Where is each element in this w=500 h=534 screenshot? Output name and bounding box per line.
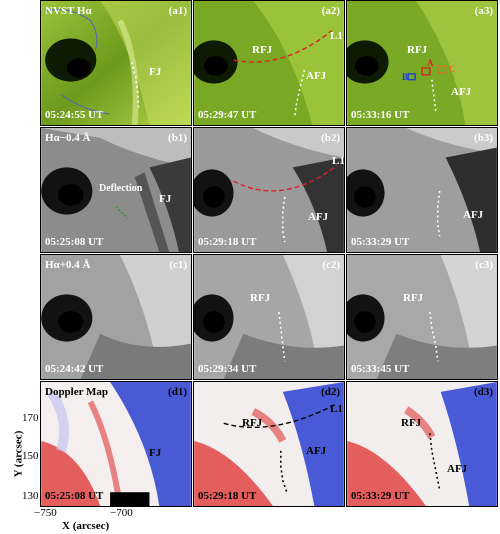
y-tick-130: 130 [22, 490, 39, 502]
panel-c1: Hα+0.4 Å (c1) 05:24:42 UT [40, 254, 192, 380]
label-l1: L1 [330, 403, 343, 415]
panel-time: 05:24:55 UT [45, 109, 104, 121]
x-tick-750: −750 [34, 507, 57, 519]
panel-a1: NVST Hα (a1) 05:24:55 UT FJ [40, 0, 192, 126]
label-a: A [427, 58, 434, 68]
panel-time: 05:33:29 UT [351, 236, 410, 248]
panel-b2: (b2) 05:29:18 UT L1 AFJ [193, 127, 345, 253]
label-rfj: RFJ [252, 44, 273, 56]
panel-a2-image [194, 1, 344, 125]
label-fj: FJ [149, 447, 162, 459]
panel-tag: (b3) [474, 132, 493, 144]
panel-tag: (b1) [168, 132, 187, 144]
panel-time: 05:25:08 UT [45, 490, 104, 502]
label-afj: AFJ [308, 211, 329, 223]
panel-d1: Doppler Map (d1) 05:25:08 UT FJ [40, 381, 192, 507]
panel-b1-image [41, 128, 191, 252]
panel-header: Hα+0.4 Å [45, 259, 91, 271]
panel-d1-image [41, 382, 191, 506]
label-rfj: RFJ [407, 44, 428, 56]
panel-time: 05:33:16 UT [351, 109, 410, 121]
label-l1: L1 [332, 155, 345, 167]
panel-b1: Hα−0.4 Å (b1) 05:25:08 UT Deflection FJ [40, 127, 192, 253]
panel-time: 05:29:18 UT [198, 490, 257, 502]
label-afj: AFJ [306, 445, 327, 457]
panel-d2: (d2) 05:29:18 UT RFJ AFJ L1 [193, 381, 345, 507]
panel-tag: (d2) [321, 386, 340, 398]
panel-c3-image [347, 255, 497, 379]
panel-tag: (b2) [321, 132, 340, 144]
label-rfj: RFJ [403, 292, 424, 304]
panel-d2-image [194, 382, 344, 506]
y-axis-title: Y (arcsec) [12, 430, 25, 478]
x-tick-700: −700 [110, 507, 133, 519]
panel-tag: (c2) [322, 259, 340, 271]
label-rfj: RFJ [401, 417, 422, 429]
label-fj: FJ [159, 193, 172, 205]
panel-d3-image [347, 382, 497, 506]
label-rfj: RFJ [242, 417, 263, 429]
panel-header: NVST Hα [45, 5, 92, 17]
label-afj: AFJ [447, 463, 468, 475]
panel-tag: (a1) [168, 5, 187, 17]
panel-b3-image [347, 128, 497, 252]
panel-a1-image [41, 1, 191, 125]
panel-a3-image [347, 1, 497, 125]
panel-b2-image [194, 128, 344, 252]
panel-grid: NVST Hα (a1) 05:24:55 UT FJ (a2) 05:29:4… [40, 0, 498, 507]
panel-time: 05:29:47 UT [198, 109, 257, 121]
panel-time: 05:29:34 UT [198, 363, 257, 375]
label-afj: AFJ [451, 86, 472, 98]
label-afj: AFJ [306, 70, 327, 82]
panel-time: 05:25:08 UT [45, 236, 104, 248]
label-rfj: RFJ [250, 292, 271, 304]
y-tick-150: 150 [22, 450, 39, 462]
label-afj: AFJ [463, 209, 484, 221]
panel-a3: (a3) 05:33:16 UT RFJ AFJ A B C [346, 0, 498, 126]
label-c: C [449, 64, 456, 74]
label-b: B [402, 72, 409, 82]
panel-tag: (a3) [474, 5, 493, 17]
panel-time: 05:33:45 UT [351, 363, 410, 375]
panel-tag: (d1) [168, 386, 187, 398]
panel-c1-image [41, 255, 191, 379]
y-tick-170: 170 [22, 412, 39, 424]
label-deflection: Deflection [99, 183, 143, 194]
panel-b3: (b3) 05:33:29 UT AFJ [346, 127, 498, 253]
panel-a2: (a2) 05:29:47 UT RFJ AFJ L1 [193, 0, 345, 126]
panel-d3: (d3) 05:33:29 UT RFJ AFJ [346, 381, 498, 507]
panel-header: Hα−0.4 Å [45, 132, 91, 144]
panel-tag: (a2) [321, 5, 340, 17]
panel-c2-image [194, 255, 344, 379]
panel-c3: (c3) 05:33:45 UT RFJ [346, 254, 498, 380]
panel-time: 05:24:42 UT [45, 363, 104, 375]
panel-tag: (c3) [475, 259, 493, 271]
panel-time: 05:33:29 UT [351, 490, 410, 502]
panel-header: Doppler Map [45, 386, 109, 398]
panel-tag: (d3) [474, 386, 493, 398]
panel-time: 05:29:18 UT [198, 236, 257, 248]
panel-c2: (c2) 05:29:34 UT RFJ [193, 254, 345, 380]
x-axis-title: X (arcsec) [62, 520, 110, 532]
panel-tag: (c1) [169, 259, 187, 271]
label-fj: FJ [149, 66, 162, 78]
label-l1: L1 [330, 30, 343, 42]
